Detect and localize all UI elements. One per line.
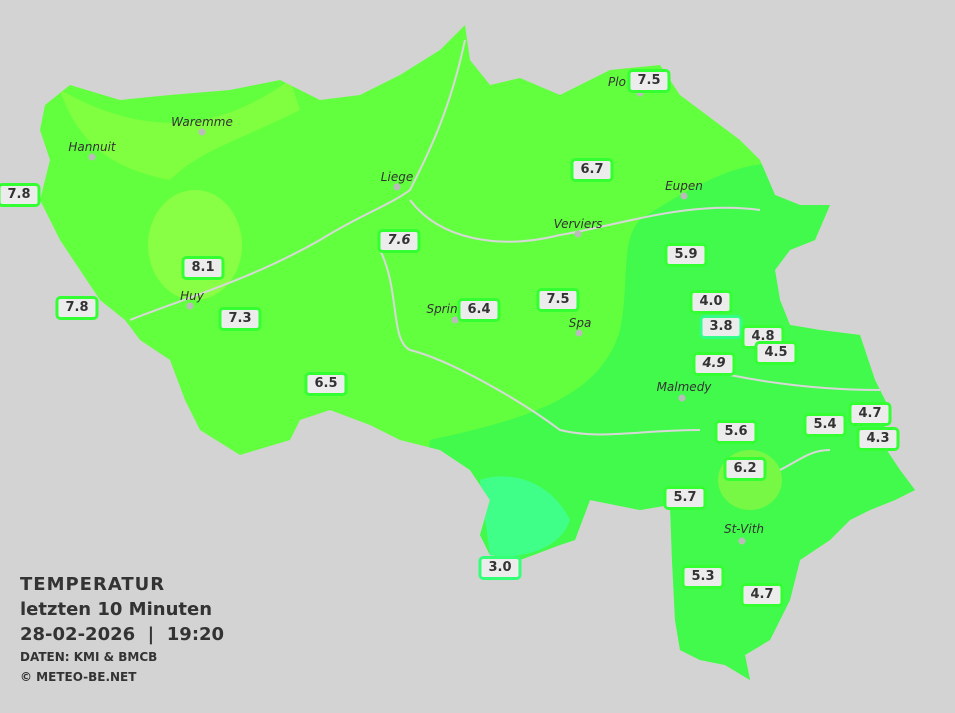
city-dot bbox=[88, 153, 96, 161]
city-dot bbox=[451, 316, 459, 324]
city-label: Eupen bbox=[665, 179, 703, 193]
station-label[interactable]: 4.7 bbox=[740, 583, 784, 607]
map-subtitle: letzten 10 Minuten bbox=[20, 599, 213, 620]
city-dot bbox=[636, 89, 644, 97]
station-label[interactable]: 7.8 bbox=[55, 296, 99, 320]
station-label[interactable]: 7.3 bbox=[218, 307, 262, 331]
city-label: Malmedy bbox=[656, 380, 712, 394]
station-label[interactable]: 8.1 bbox=[181, 256, 225, 280]
city-dot bbox=[575, 329, 583, 337]
city-label: Verviers bbox=[553, 217, 603, 231]
legend: TEMPERATUR letzten 10 Minuten 28-02-2026… bbox=[20, 573, 224, 687]
station-label[interactable]: 5.4 bbox=[803, 413, 847, 437]
station-label[interactable]: 5.7 bbox=[663, 486, 707, 510]
city-label: Huy bbox=[180, 289, 204, 303]
station-label[interactable]: 6.7 bbox=[570, 158, 614, 182]
city-label: St-Vith bbox=[723, 522, 765, 536]
station-label[interactable]: 3.8 bbox=[699, 315, 743, 339]
rivers-borders bbox=[129, 39, 881, 471]
station-label[interactable]: 4.9 bbox=[692, 352, 736, 376]
city-label: Hannuit bbox=[68, 140, 116, 154]
map-title: TEMPERATUR bbox=[20, 574, 166, 595]
city-label: Liege bbox=[380, 170, 414, 184]
station-label[interactable]: 7.6 bbox=[377, 229, 421, 253]
map-datetime: 28-02-2026 | 19:20 bbox=[20, 624, 225, 645]
city-dot bbox=[198, 128, 206, 136]
station-label[interactable]: 4.3 bbox=[856, 427, 900, 451]
copyright: © METEO-BE.NET bbox=[20, 670, 137, 684]
station-label[interactable]: 5.9 bbox=[664, 243, 708, 267]
station-label[interactable]: 7.5 bbox=[627, 69, 671, 93]
station-label[interactable]: 4.5 bbox=[754, 341, 798, 365]
station-label[interactable]: 4.7 bbox=[848, 402, 892, 426]
station-label[interactable]: 6.5 bbox=[304, 372, 348, 396]
city-dot bbox=[680, 192, 688, 200]
city-label: Waremme bbox=[171, 115, 233, 129]
city-dot bbox=[393, 183, 401, 191]
city-label: Sprin bbox=[426, 302, 458, 316]
station-label[interactable]: 5.6 bbox=[714, 420, 758, 444]
data-source: DATEN: KMI & BMCB bbox=[20, 650, 158, 664]
station-label[interactable]: 4.0 bbox=[689, 290, 733, 314]
city-dot bbox=[574, 230, 582, 238]
city-label: Plo bbox=[608, 75, 626, 89]
station-label[interactable]: 6.4 bbox=[457, 298, 501, 322]
city-dot bbox=[186, 302, 194, 310]
station-label[interactable]: 7.8 bbox=[0, 183, 41, 207]
station-label[interactable]: 5.3 bbox=[681, 565, 725, 589]
station-label[interactable]: 6.2 bbox=[723, 457, 767, 481]
zone-warm-waremme bbox=[60, 80, 300, 180]
zone-cold bbox=[480, 476, 570, 557]
station-label[interactable]: 7.5 bbox=[536, 288, 580, 312]
city-dot bbox=[738, 537, 746, 545]
station-label[interactable]: 3.0 bbox=[478, 556, 522, 580]
city-label: Spa bbox=[568, 316, 592, 330]
city-dot bbox=[678, 394, 686, 402]
